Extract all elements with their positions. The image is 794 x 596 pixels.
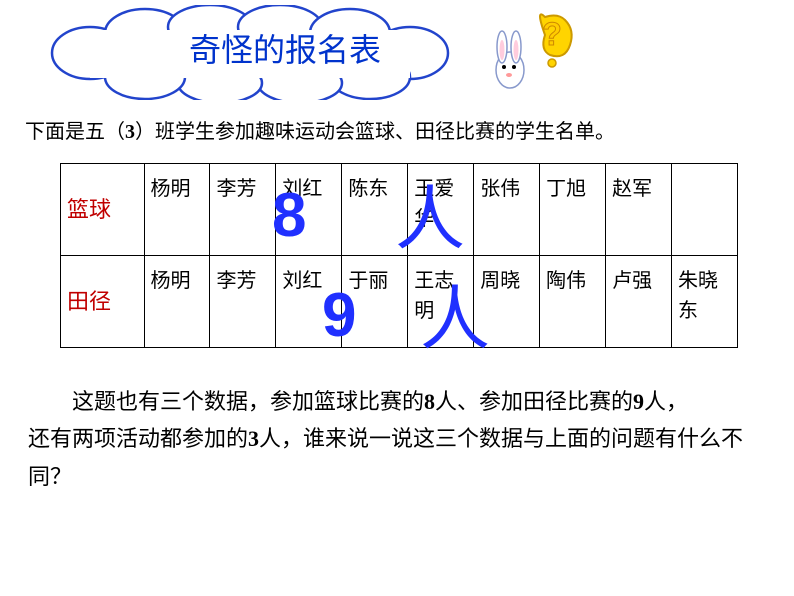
row-label-track: 田径 xyxy=(61,256,145,348)
bunny-question-icon: ? xyxy=(490,5,590,95)
roster-table-wrap: 篮球 杨明 李芳 刘红 陈东 王爱华 张伟 丁旭 赵军 田径 杨明 李芳 刘红 … xyxy=(60,163,738,348)
table-cell: 李芳 xyxy=(210,164,276,256)
table-cell: 刘红 xyxy=(276,256,342,348)
table-cell: 杨明 xyxy=(144,164,210,256)
subtitle-num: 3 xyxy=(125,121,135,143)
roster-table: 篮球 杨明 李芳 刘红 陈东 王爱华 张伟 丁旭 赵军 田径 杨明 李芳 刘红 … xyxy=(60,163,738,348)
table-cell: 卢强 xyxy=(606,256,672,348)
table-cell: 丁旭 xyxy=(540,164,606,256)
bt-2b: 3 xyxy=(248,426,259,451)
table-cell: 朱晓东 xyxy=(672,256,738,348)
table-cell: 赵军 xyxy=(606,164,672,256)
table-row: 田径 杨明 李芳 刘红 于丽 王志明 周晓 陶伟 卢强 朱晓东 xyxy=(61,256,738,348)
table-cell: 陶伟 xyxy=(540,256,606,348)
page-title: 奇怪的报名表 xyxy=(30,5,480,95)
subtitle-pre: 下面是五（ xyxy=(25,121,125,143)
bt-1a: 这题也有三个数据，参加篮球比赛的 xyxy=(72,389,424,414)
bt-1b: 8 xyxy=(424,389,435,414)
table-cell: 于丽 xyxy=(342,256,408,348)
bt-1d: 9 xyxy=(633,389,644,414)
table-cell: 陈东 xyxy=(342,164,408,256)
table-row: 篮球 杨明 李芳 刘红 陈东 王爱华 张伟 丁旭 赵军 xyxy=(61,164,738,256)
table-cell: 张伟 xyxy=(474,164,540,256)
bt-2a: 还有两项活动都参加的 xyxy=(28,426,248,451)
table-cell: 李芳 xyxy=(210,256,276,348)
table-cell: 王爱华 xyxy=(408,164,474,256)
table-cell xyxy=(672,164,738,256)
table-cell: 刘红 xyxy=(276,164,342,256)
bottom-paragraph: 这题也有三个数据，参加篮球比赛的8人、参加田径比赛的9人， 还有两项活动都参加的… xyxy=(28,383,766,495)
subtitle: 下面是五（3）班学生参加趣味运动会篮球、田径比赛的学生名单。 xyxy=(25,115,615,144)
bt-1c: 人、参加田径比赛的 xyxy=(435,389,633,414)
table-cell: 王志明 xyxy=(408,256,474,348)
svg-text:?: ? xyxy=(542,16,562,52)
cloud-header: 奇怪的报名表 xyxy=(30,5,480,100)
subtitle-post: ）班学生参加趣味运动会篮球、田径比赛的学生名单。 xyxy=(135,121,615,143)
table-cell: 杨明 xyxy=(144,256,210,348)
table-cell: 周晓 xyxy=(474,256,540,348)
bt-1e: 人， xyxy=(644,389,688,414)
row-label-basketball: 篮球 xyxy=(61,164,145,256)
